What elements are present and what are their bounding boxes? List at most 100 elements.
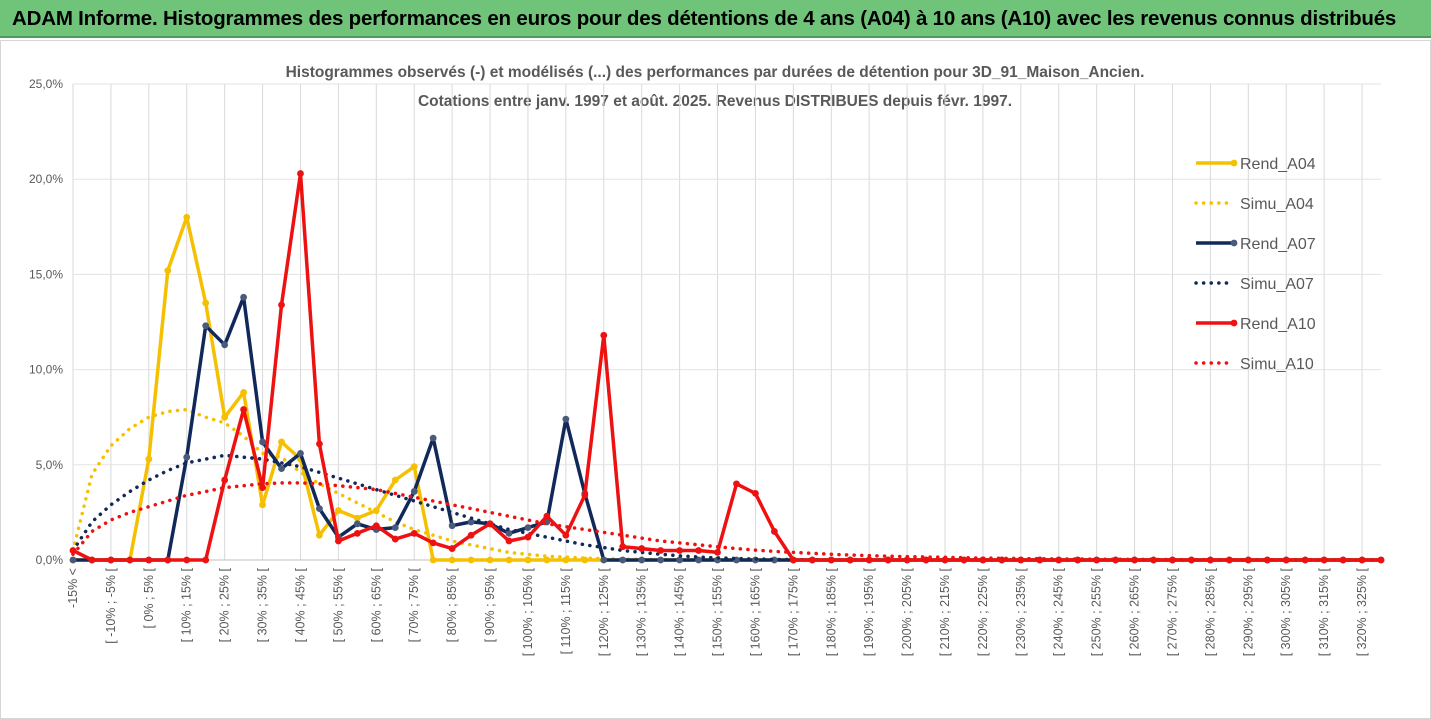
data-point bbox=[410, 529, 418, 537]
legend-label: Rend_A10 bbox=[1240, 316, 1316, 333]
x-tick-label: [ 230% ; 235% [ bbox=[1014, 567, 1028, 656]
data-point bbox=[524, 524, 532, 532]
x-tick-label: [ 220% ; 225% [ bbox=[976, 567, 990, 656]
x-tick-label: [ 160% ; 165% [ bbox=[748, 567, 762, 656]
series-line bbox=[73, 215, 1381, 562]
data-point bbox=[581, 491, 589, 499]
data-point bbox=[1339, 556, 1347, 564]
data-point bbox=[543, 556, 551, 564]
data-point bbox=[846, 556, 854, 564]
series-simu-a07 bbox=[71, 453, 1383, 562]
data-point bbox=[808, 556, 816, 564]
x-tick-label: [ 290% ; 295% [ bbox=[1241, 567, 1255, 656]
data-point bbox=[695, 547, 702, 554]
x-tick-label: [ 140% ; 145% [ bbox=[673, 567, 687, 656]
data-point bbox=[202, 299, 210, 307]
data-point bbox=[505, 556, 513, 564]
data-point bbox=[657, 547, 665, 554]
x-tick-label: [ 0% ; 5% [ bbox=[142, 567, 156, 628]
data-point bbox=[316, 440, 323, 448]
data-point bbox=[183, 213, 191, 221]
data-point bbox=[240, 406, 248, 413]
data-point bbox=[429, 434, 437, 442]
data-point bbox=[676, 556, 684, 564]
data-point bbox=[714, 548, 721, 556]
data-point bbox=[145, 455, 153, 463]
data-point bbox=[752, 489, 759, 497]
data-point bbox=[657, 556, 665, 564]
data-point bbox=[505, 529, 513, 537]
data-point bbox=[429, 539, 437, 547]
data-point bbox=[600, 331, 608, 339]
data-point bbox=[202, 556, 210, 564]
x-tick-label: [ 110% ; 115% [ bbox=[559, 567, 573, 654]
x-tick-label: [ 240% ; 245% [ bbox=[1052, 567, 1066, 656]
data-point bbox=[164, 267, 172, 274]
data-point bbox=[903, 556, 911, 564]
data-point bbox=[372, 522, 380, 530]
legend-entry: Simu_A04 bbox=[1194, 196, 1314, 213]
legend-entry: Simu_A07 bbox=[1194, 276, 1314, 293]
data-point bbox=[183, 556, 191, 564]
data-point bbox=[183, 453, 191, 461]
legend-entry: Rend_A07 bbox=[1196, 236, 1316, 253]
data-point bbox=[353, 514, 361, 522]
x-tick-label: [ 120% ; 125% [ bbox=[597, 567, 611, 656]
data-point bbox=[562, 531, 570, 539]
x-tick-label: [ 260% ; 265% [ bbox=[1128, 567, 1142, 656]
data-point bbox=[221, 341, 229, 349]
x-tick-label: [ 30% ; 35% [ bbox=[256, 567, 270, 642]
x-tick-label: [ 180% ; 185% [ bbox=[824, 567, 838, 656]
data-point bbox=[1377, 556, 1385, 564]
legend-label: Simu_A04 bbox=[1240, 196, 1314, 213]
data-point bbox=[297, 170, 304, 177]
series-simu-a10 bbox=[71, 481, 1383, 562]
data-point bbox=[543, 512, 551, 520]
legend-entry: Rend_A10 bbox=[1196, 316, 1316, 333]
x-tick-label: [ 90% ; 95% [ bbox=[483, 567, 497, 642]
legend-label: Rend_A07 bbox=[1240, 236, 1316, 253]
data-point bbox=[391, 535, 399, 543]
data-point bbox=[107, 556, 115, 564]
x-tick-label: [ 190% ; 195% [ bbox=[862, 567, 876, 656]
data-point bbox=[486, 556, 494, 564]
x-tick-label: [ 60% ; 65% [ bbox=[369, 567, 383, 642]
data-point bbox=[278, 465, 285, 473]
data-point bbox=[1263, 556, 1271, 564]
data-point bbox=[278, 438, 285, 446]
y-tick-label: 15,0% bbox=[29, 267, 63, 281]
data-point bbox=[240, 293, 248, 301]
series-line bbox=[71, 453, 1383, 562]
data-point bbox=[467, 531, 475, 539]
legend-entry: Simu_A10 bbox=[1194, 356, 1314, 373]
data-point bbox=[334, 507, 342, 514]
data-point bbox=[486, 520, 494, 528]
data-point bbox=[562, 415, 570, 423]
legend-label: Simu_A07 bbox=[1240, 276, 1314, 293]
x-tick-label: [ 320% ; 325% [ bbox=[1355, 567, 1369, 656]
data-point bbox=[676, 547, 684, 554]
chart-title-line1: Histogrammes observés (-) et modélisés (… bbox=[286, 64, 1145, 81]
data-point bbox=[467, 518, 475, 526]
data-point bbox=[505, 537, 513, 545]
data-point bbox=[638, 556, 646, 564]
x-tick-label: [ 300% ; 305% [ bbox=[1279, 567, 1293, 656]
x-tick-label: [ 20% ; 25% [ bbox=[218, 567, 232, 642]
series-rend-a10 bbox=[69, 170, 1385, 564]
data-point bbox=[619, 543, 627, 551]
series-line bbox=[72, 171, 1381, 562]
data-point bbox=[865, 556, 873, 564]
data-point bbox=[391, 524, 399, 532]
series-rend-a04 bbox=[69, 213, 1385, 564]
data-point bbox=[202, 322, 210, 330]
data-point bbox=[69, 547, 77, 554]
data-point bbox=[297, 449, 304, 457]
data-point bbox=[467, 556, 475, 564]
data-point bbox=[827, 556, 835, 564]
x-tick-label: [ 150% ; 155% [ bbox=[711, 567, 725, 656]
data-point bbox=[1225, 556, 1233, 564]
data-point bbox=[69, 556, 77, 564]
data-point bbox=[695, 556, 702, 564]
data-point bbox=[88, 556, 96, 564]
